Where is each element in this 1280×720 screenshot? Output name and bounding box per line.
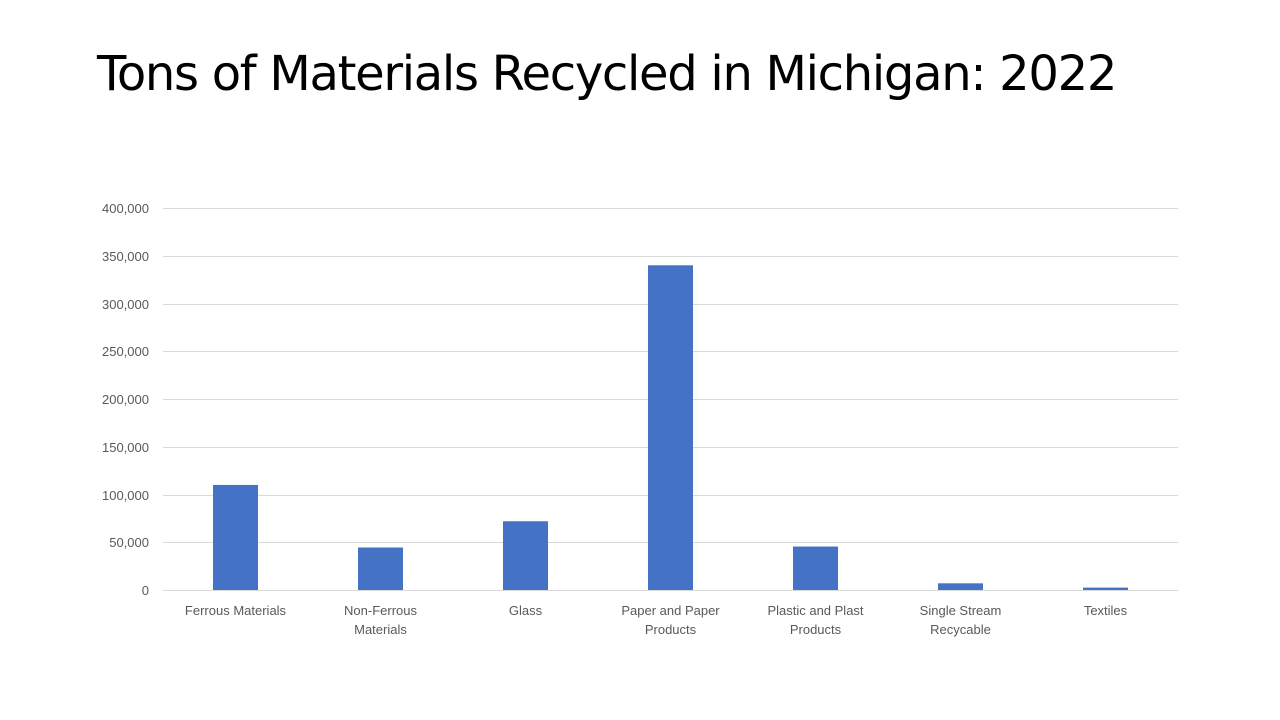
x-category-label: Single Stream Recycable — [920, 603, 1002, 637]
x-category-label-line: Textiles — [1084, 603, 1128, 618]
x-category-label-line: Products — [790, 622, 842, 637]
y-tick-label: 400,000 — [102, 201, 149, 216]
y-tick-label: 200,000 — [102, 392, 149, 407]
x-category-label: Paper and Paper Products — [621, 603, 720, 637]
bar — [358, 547, 403, 590]
x-category-label: Glass — [509, 603, 543, 618]
x-category-label: Textiles — [1084, 603, 1128, 618]
bar — [213, 484, 258, 590]
y-tick-label: 300,000 — [102, 297, 149, 312]
bars — [213, 265, 1128, 590]
bar — [648, 265, 693, 590]
y-tick-label: 250,000 — [102, 344, 149, 359]
x-axis-category-labels: Ferrous Materials Non-Ferrous Materials Gla… — [185, 603, 1128, 637]
bar — [793, 546, 838, 590]
x-category-label-line: Plastic and Plast — [767, 603, 863, 618]
y-tick-label: 100,000 — [102, 488, 149, 503]
x-category-label-line: Non-Ferrous — [344, 603, 417, 618]
x-category-label-line: Paper and Paper — [621, 603, 720, 618]
x-category-label-line: Recycable — [930, 622, 991, 637]
x-category-label-line: Materials — [354, 622, 407, 637]
bar — [1083, 587, 1128, 590]
x-category-label: Ferrous Materials — [185, 603, 287, 618]
x-category-label: Plastic and Plast Products — [767, 603, 863, 637]
y-tick-label: 50,000 — [109, 535, 149, 550]
x-category-label-line: Ferrous Materials — [185, 603, 287, 618]
y-tick-label: 150,000 — [102, 440, 149, 455]
slide-title: Tons of Materials Recycled in Michigan: … — [97, 46, 1117, 102]
x-category-label-line: Glass — [509, 603, 543, 618]
x-category-label-line: Single Stream — [920, 603, 1002, 618]
bar — [503, 521, 548, 590]
bar — [938, 583, 983, 590]
x-category-label-line: Products — [645, 622, 697, 637]
y-axis-tick-labels: 0 50,000 100,000 150,000 200,000 250,000 300,0… — [102, 201, 149, 598]
y-tick-label: 0 — [142, 583, 149, 598]
y-tick-label: 350,000 — [102, 249, 149, 264]
x-category-label: Non-Ferrous Materials — [344, 603, 417, 637]
